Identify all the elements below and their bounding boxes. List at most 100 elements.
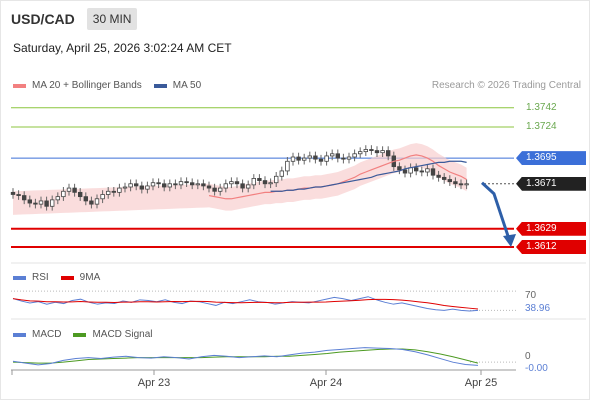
candle-body-61 bbox=[352, 153, 357, 158]
rsi-ma-label: 9MA bbox=[79, 272, 101, 283]
candle-body-30 bbox=[178, 181, 184, 186]
candle-body-77 bbox=[441, 176, 447, 180]
candle-body-43 bbox=[251, 178, 256, 186]
candle-body-21 bbox=[128, 183, 133, 188]
resistance-level-label-0: 1.3742 bbox=[526, 101, 557, 113]
rsi-ma-line bbox=[12, 298, 479, 310]
candle-body-31 bbox=[184, 181, 189, 184]
candle-body-42 bbox=[245, 184, 251, 189]
candle-body-67 bbox=[385, 150, 391, 157]
candle-body-59 bbox=[341, 157, 346, 160]
rsi-line bbox=[12, 296, 479, 312]
macd-signal-line bbox=[12, 348, 479, 364]
candle-body-80 bbox=[458, 183, 464, 186]
candle-body-45 bbox=[262, 180, 268, 185]
candle-body-8 bbox=[55, 196, 60, 201]
bollinger-swatch bbox=[13, 83, 26, 88]
candle-body-10 bbox=[66, 187, 72, 192]
candle-body-36 bbox=[212, 187, 217, 192]
candle-body-13 bbox=[83, 196, 88, 202]
candle-body-37 bbox=[217, 187, 223, 192]
candle-body-23 bbox=[139, 185, 144, 190]
chart-header: USD/CAD 30 MIN bbox=[11, 8, 138, 30]
ma50-swatch bbox=[153, 83, 167, 88]
legend-macd: MACD bbox=[13, 329, 61, 340]
macd-signal-label: MACD Signal bbox=[92, 329, 153, 340]
candle-body-58 bbox=[335, 153, 340, 159]
candle-body-60 bbox=[346, 156, 352, 160]
candle-body-14 bbox=[89, 200, 94, 205]
candle-body-28 bbox=[167, 183, 172, 188]
macd-line bbox=[12, 347, 479, 366]
candle-body-55 bbox=[318, 158, 324, 162]
candle-body-38 bbox=[223, 183, 228, 189]
candle-body-15 bbox=[94, 198, 100, 205]
candle-body-4 bbox=[33, 202, 38, 205]
candle-body-18 bbox=[111, 190, 116, 193]
candle-body-75 bbox=[430, 168, 436, 176]
candle-body-16 bbox=[100, 194, 105, 200]
candle-body-70 bbox=[402, 169, 408, 174]
candle-body-24 bbox=[145, 185, 150, 190]
macd-level-0: 0 bbox=[525, 351, 531, 362]
support-level-label-4: 1.3629 bbox=[516, 221, 586, 236]
ma50-line bbox=[270, 160, 467, 192]
current-level-label-3: 1.3671 bbox=[516, 176, 586, 191]
candle-body-33 bbox=[195, 183, 200, 186]
candle-body-1 bbox=[16, 194, 21, 196]
rsi-level-70: 70 bbox=[525, 290, 537, 301]
candle-body-64 bbox=[369, 149, 374, 151]
candle-body-44 bbox=[257, 178, 262, 181]
candle-body-20 bbox=[122, 186, 128, 189]
candle-body-56 bbox=[324, 155, 329, 162]
date-tick-apr25: Apr 25 bbox=[464, 377, 498, 389]
candle-body-39 bbox=[229, 181, 234, 185]
candle-body-34 bbox=[201, 183, 206, 187]
candle-body-41 bbox=[240, 183, 245, 189]
candle-body-40 bbox=[234, 181, 240, 185]
legend-macd-signal: MACD Signal bbox=[73, 329, 152, 340]
legend-rsi-ma: 9MA bbox=[60, 272, 101, 283]
candle-body-25 bbox=[150, 182, 156, 187]
macd-signal-swatch bbox=[73, 332, 87, 337]
candle-body-48 bbox=[279, 170, 284, 177]
timeframe-badge[interactable]: 30 MIN bbox=[86, 8, 138, 30]
candle-body-62 bbox=[357, 151, 363, 155]
forecast-arrowhead bbox=[503, 234, 516, 247]
candle-body-12 bbox=[78, 191, 83, 198]
candle-body-47 bbox=[273, 175, 279, 184]
candle-body-35 bbox=[206, 185, 212, 189]
bollinger-band bbox=[13, 143, 467, 215]
candle-body-46 bbox=[268, 182, 273, 185]
forecast-arrow-line bbox=[480, 181, 511, 240]
rsi-ma-swatch bbox=[60, 275, 74, 280]
candle-body-11 bbox=[72, 187, 77, 193]
candle-body-53 bbox=[307, 155, 312, 159]
candle-body-9 bbox=[61, 190, 66, 198]
candle-body-26 bbox=[156, 182, 161, 185]
candle-body-2 bbox=[21, 195, 27, 201]
research-credit: Research © 2026 Trading Central bbox=[431, 80, 581, 91]
candle-body-0 bbox=[10, 191, 16, 195]
legend-rsi: RSI bbox=[13, 272, 49, 283]
candle-body-74 bbox=[425, 168, 430, 173]
rsi-value: 38.96 bbox=[525, 303, 551, 314]
rsi-legend: RSI 9MA bbox=[13, 272, 112, 283]
candle-body-32 bbox=[189, 182, 195, 186]
support-level-label-5: 1.3612 bbox=[516, 240, 586, 254]
candle-body-51 bbox=[296, 156, 301, 161]
candle-body-5 bbox=[38, 200, 44, 205]
rsi-swatch bbox=[13, 275, 26, 280]
ma50-label: MA 50 bbox=[172, 80, 202, 91]
candle-body-81 bbox=[464, 183, 469, 186]
candle-body-52 bbox=[301, 157, 307, 161]
date-tick-apr24: Apr 24 bbox=[309, 377, 343, 389]
candle-body-69 bbox=[397, 166, 402, 171]
datetime-label: Saturday, April 25, 2026 3:02:24 AM CET bbox=[13, 41, 232, 55]
legend-bollinger: MA 20 + Bollinger Bands bbox=[13, 80, 142, 91]
candle-body-27 bbox=[161, 183, 167, 188]
price-legend: MA 20 + Bollinger Bands MA 50 bbox=[13, 80, 213, 91]
candle-body-57 bbox=[329, 153, 335, 157]
candle-body-72 bbox=[413, 167, 419, 172]
macd-swatch bbox=[13, 332, 26, 337]
